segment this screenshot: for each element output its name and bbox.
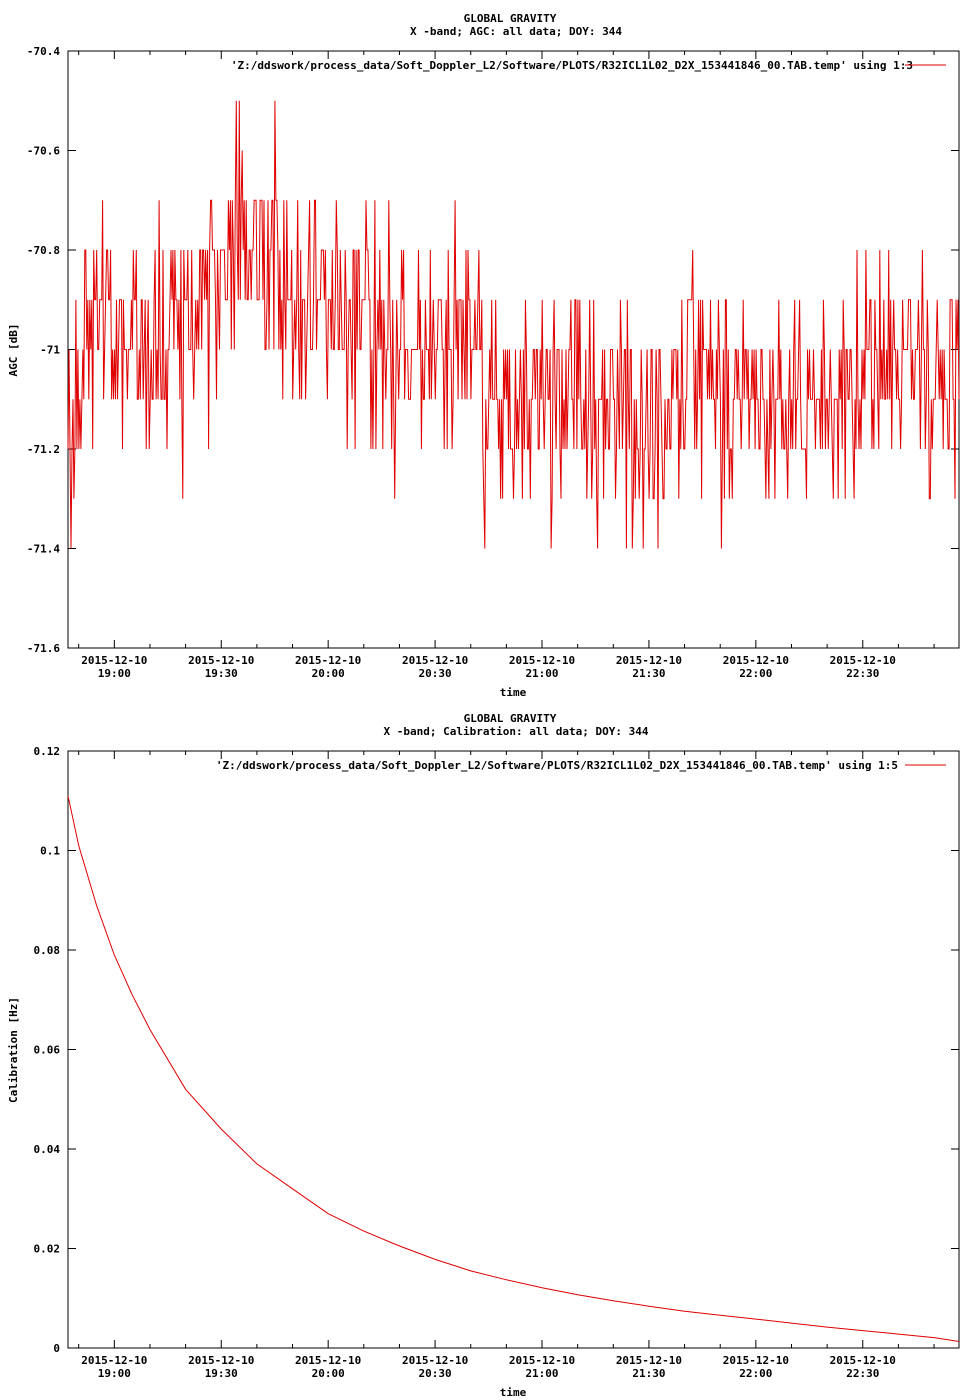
calibration-y-tick-label: 0.12 <box>34 745 61 758</box>
agc-x-tick-date: 2015-12-10 <box>402 654 468 667</box>
calibration-y-tick-label: 0.1 <box>40 845 60 858</box>
calibration-x-tick-date: 2015-12-10 <box>509 1354 575 1367</box>
agc-y-axis-label: AGC [dB] <box>7 324 20 377</box>
calibration-plot-frame <box>67 750 960 1349</box>
calibration-x-tick-time: 20:30 <box>419 1367 452 1380</box>
calibration-x-tick-date: 2015-12-10 <box>830 1354 896 1367</box>
agc-x-tick-date: 2015-12-10 <box>723 654 789 667</box>
agc-x-tick-date: 2015-12-10 <box>188 654 254 667</box>
agc-x-tick-time: 21:00 <box>525 667 558 680</box>
agc-y-tick-label: -71 <box>40 344 60 357</box>
calibration-x-tick-time: 20:00 <box>312 1367 345 1380</box>
agc-x-tick-time: 20:30 <box>419 667 452 680</box>
agc-x-tick-date: 2015-12-10 <box>509 654 575 667</box>
calibration-y-tick-label: 0 <box>53 1342 60 1355</box>
calibration-y-tick-label: 0.08 <box>34 944 61 957</box>
calibration-x-tick-time: 22:30 <box>846 1367 879 1380</box>
agc-y-tick-label: -71.2 <box>27 443 60 456</box>
agc-y-tick-label: -70.6 <box>27 145 60 158</box>
calibration-x-axis-label: time <box>500 1386 527 1399</box>
calibration-x-tick-date: 2015-12-10 <box>295 1354 361 1367</box>
calibration-x-tick-date: 2015-12-10 <box>402 1354 468 1367</box>
calibration-x-tick-date: 2015-12-10 <box>723 1354 789 1367</box>
agc-x-tick-time: 19:30 <box>205 667 238 680</box>
agc-x-tick-time: 20:00 <box>312 667 345 680</box>
calibration-chart-subtitle: X -band; Calibration: all data; DOY: 344 <box>384 725 649 738</box>
agc-y-tick-label: -70.4 <box>27 45 60 58</box>
agc-y-axis: -70.4 -70.6 -70.8 -71 -71.2 -71.4 -71.6 <box>27 45 959 655</box>
agc-chart-title: GLOBAL GRAVITY <box>464 12 557 25</box>
agc-chart: GLOBAL GRAVITY X -band; AGC: all data; D… <box>7 12 960 699</box>
agc-legend-label: 'Z:/ddswork/process_data/Soft_Doppler_L2… <box>231 59 913 72</box>
calibration-x-tick-time: 21:30 <box>632 1367 665 1380</box>
agc-x-tick-date: 2015-12-10 <box>295 654 361 667</box>
agc-x-axis-label: time <box>500 686 527 699</box>
agc-x-tick-time: 21:30 <box>632 667 665 680</box>
calibration-x-tick-date: 2015-12-10 <box>188 1354 254 1367</box>
agc-x-tick-time: 19:00 <box>98 667 131 680</box>
agc-y-tick-label: -71.4 <box>27 543 60 556</box>
calibration-x-tick-date: 2015-12-10 <box>81 1354 147 1367</box>
calibration-y-tick-label: 0.06 <box>34 1044 61 1057</box>
calibration-chart-title: GLOBAL GRAVITY <box>464 712 557 725</box>
agc-x-tick-date: 2015-12-10 <box>81 654 147 667</box>
agc-y-tick-label: -71.6 <box>27 642 60 655</box>
agc-x-tick-date: 2015-12-10 <box>830 654 896 667</box>
calibration-chart: GLOBAL GRAVITY X -band; Calibration: all… <box>7 712 960 1399</box>
agc-x-tick-time: 22:00 <box>739 667 772 680</box>
calibration-y-axis-label: Calibration [Hz] <box>7 997 20 1103</box>
calibration-x-tick-time: 22:00 <box>739 1367 772 1380</box>
agc-series-line <box>67 100 960 549</box>
agc-chart-subtitle: X -band; AGC: all data; DOY: 344 <box>410 25 622 38</box>
calibration-x-tick-date: 2015-12-10 <box>616 1354 682 1367</box>
calibration-y-tick-label: 0.04 <box>34 1143 61 1156</box>
calibration-y-tick-label: 0.02 <box>34 1243 61 1256</box>
agc-x-tick-time: 22:30 <box>846 667 879 680</box>
agc-y-tick-label: -70.8 <box>27 244 60 257</box>
agc-x-axis: 2015-12-1019:002015-12-1019:302015-12-10… <box>78 51 935 680</box>
calibration-x-tick-time: 19:00 <box>98 1367 131 1380</box>
calibration-x-axis: 2015-12-1019:002015-12-1019:302015-12-10… <box>78 751 935 1380</box>
calibration-x-tick-time: 19:30 <box>205 1367 238 1380</box>
calibration-legend-label: 'Z:/ddswork/process_data/Soft_Doppler_L2… <box>216 759 898 772</box>
calibration-series-line <box>67 795 960 1342</box>
agc-x-tick-date: 2015-12-10 <box>616 654 682 667</box>
calibration-y-axis: 0.12 0.1 0.08 0.06 0.04 0.02 0 <box>34 745 959 1355</box>
calibration-x-tick-time: 21:00 <box>525 1367 558 1380</box>
